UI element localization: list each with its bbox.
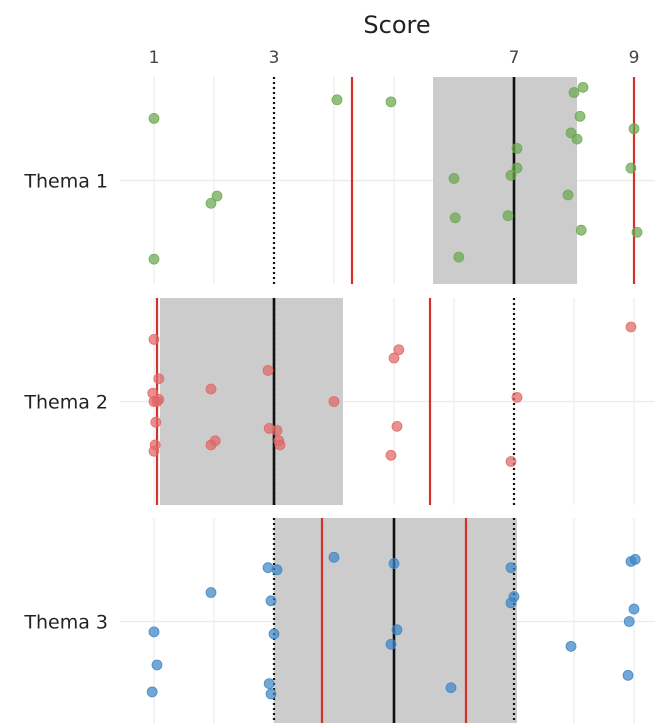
data-point [385, 449, 397, 461]
data-point [575, 224, 587, 236]
data-point [502, 210, 514, 222]
data-point [508, 591, 520, 603]
data-point [385, 638, 397, 650]
data-point [631, 226, 643, 238]
data-point [146, 686, 158, 698]
data-point [388, 558, 400, 569]
data-point [268, 628, 280, 640]
data-point [625, 321, 637, 333]
data-point [153, 373, 165, 385]
data-point [385, 96, 397, 108]
data-point [568, 87, 580, 98]
data-point [511, 162, 523, 174]
data-point [151, 659, 163, 671]
data-point [623, 616, 635, 627]
data-point [148, 113, 160, 124]
data-point [148, 253, 160, 265]
data-point [263, 678, 275, 689]
data-point [628, 603, 640, 615]
facet-panel: Thema 3 [23, 518, 655, 723]
data-point [265, 595, 277, 607]
data-point [271, 564, 283, 576]
facet-label: Thema 3 [23, 612, 108, 634]
data-point [265, 688, 277, 700]
x-tick-label: 3 [269, 48, 280, 68]
data-point [391, 420, 403, 432]
data-point [209, 435, 221, 447]
data-point [149, 439, 161, 451]
x-tick-labels: 1 3 7 9 [149, 48, 640, 68]
x-tick-label: 9 [629, 48, 640, 68]
data-point [445, 682, 457, 694]
data-point [448, 173, 460, 184]
facet-label: Thema 2 [23, 392, 108, 414]
interquartile-band [274, 518, 517, 723]
data-point [577, 81, 589, 93]
data-point [565, 640, 577, 652]
data-point [391, 624, 403, 636]
data-point [205, 587, 217, 598]
data-point [393, 344, 405, 356]
facet-label: Thema 1 [23, 171, 108, 193]
data-point [629, 554, 641, 565]
x-tick-label: 7 [509, 48, 520, 68]
data-point [150, 416, 162, 428]
data-point [205, 383, 217, 395]
data-point [574, 110, 586, 122]
data-point [625, 162, 637, 174]
facet-panel: Thema 1 [23, 77, 655, 284]
data-point [205, 197, 217, 209]
data-point [328, 396, 340, 407]
data-point [449, 212, 461, 224]
data-point [622, 669, 634, 681]
data-point [453, 251, 465, 263]
data-point [148, 626, 160, 638]
data-point [328, 551, 340, 563]
data-point [331, 94, 343, 106]
facet-panels: Thema 1 Thema 2 Thema 3 [23, 77, 655, 723]
x-tick-label: 1 [149, 48, 160, 68]
data-point [511, 143, 523, 154]
data-point [153, 394, 165, 405]
facet-panel: Thema 2 [23, 298, 655, 505]
data-point [505, 169, 517, 181]
data-point [511, 391, 523, 403]
data-point [628, 123, 640, 135]
data-point [505, 456, 517, 467]
interquartile-band [160, 298, 343, 505]
data-point [262, 562, 274, 574]
data-point [271, 425, 283, 436]
x-axis-title: Score [363, 11, 430, 39]
data-point [262, 365, 274, 376]
data-point [571, 133, 583, 145]
data-point [388, 352, 400, 364]
data-point [148, 333, 160, 345]
data-point [274, 439, 286, 451]
data-point [211, 190, 223, 202]
data-point [562, 189, 574, 201]
data-point [505, 562, 517, 574]
